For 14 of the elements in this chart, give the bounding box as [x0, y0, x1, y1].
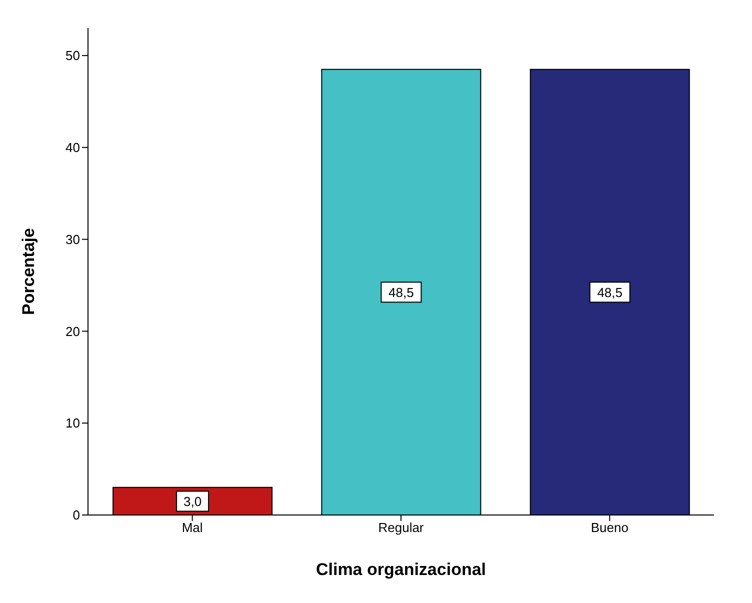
x-tick-label: Bueno [590, 520, 628, 536]
y-axis-title: Porcentaje [19, 228, 38, 315]
data-label: 48,5 [597, 285, 623, 300]
y-tick-label: 10 [66, 416, 80, 431]
y-tick-label: 30 [66, 232, 80, 247]
y-tick-label: 40 [66, 140, 80, 156]
y-tick-label: 0 [72, 508, 80, 523]
x-tick-label: Regular [378, 520, 424, 536]
x-axis-title: Clima organizacional [316, 560, 486, 579]
x-tick-label: Mal [182, 520, 203, 536]
data-label: 48,5 [388, 285, 414, 300]
y-tick-label: 50 [66, 48, 80, 64]
y-tick-label: 20 [66, 324, 80, 339]
data-label: 3,0 [184, 494, 202, 510]
